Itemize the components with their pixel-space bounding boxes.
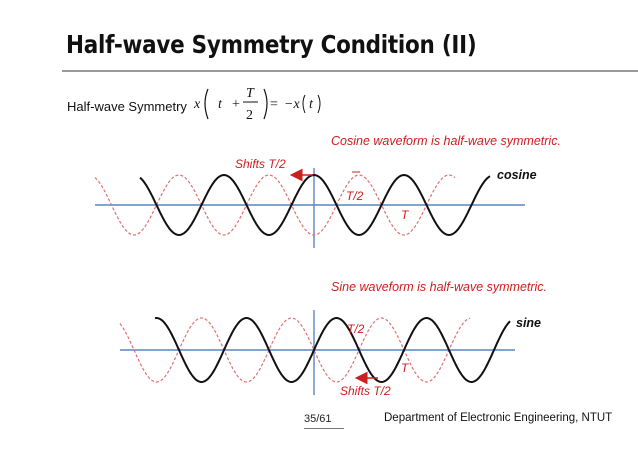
slide-title: Half-wave Symmetry Condition (II) [66,30,477,59]
formula-plus: + [232,97,240,112]
footer-department: Department of Electronic Engineering, NT… [384,412,613,424]
sine-waveform-name: sine [516,316,542,330]
cosine-waveform-name: cosine [497,168,537,182]
sine-panel [119,310,515,395]
formula-frac-den: 2 [246,108,253,123]
title-underline [62,70,638,72]
definition-label: Half-wave Symmetry [67,99,187,114]
sine-half-period-label: T/2 [347,322,365,336]
half-wave-formula: x t + T 2 = −x t [193,86,321,123]
cosine-caption: Cosine waveform is half-wave symmetric. [331,134,561,148]
formula-rhs-arg: t [309,97,314,112]
formula-equals: = [270,97,278,112]
cosine-shifted-wave [94,174,456,236]
page-number-rule [304,428,344,429]
cosine-period-label: T [401,208,409,222]
formula-rhs: −x [284,97,300,112]
sine-caption: Sine waveform is half-wave symmetric. [331,280,548,294]
formula-lhs: x [193,97,201,112]
sine-shifted-wave [119,317,471,383]
formula-frac-num: T [246,86,255,101]
right-paren-open [302,94,306,114]
sine-shift-label: Shifts T/2 [340,384,391,398]
sine-wave [154,317,511,383]
formula-arg-var: t [218,97,223,112]
cosine-wave [139,173,491,237]
cosine-half-period-label: T/2 [346,189,364,203]
cosine-panel [94,168,525,248]
left-paren-open [204,88,209,120]
page-number: 35/61 [304,413,332,425]
left-paren-close [263,88,268,120]
sine-period-label: T [401,361,409,375]
right-paren-close [317,94,321,114]
cosine-shift-label: Shifts T/2 [235,157,286,171]
